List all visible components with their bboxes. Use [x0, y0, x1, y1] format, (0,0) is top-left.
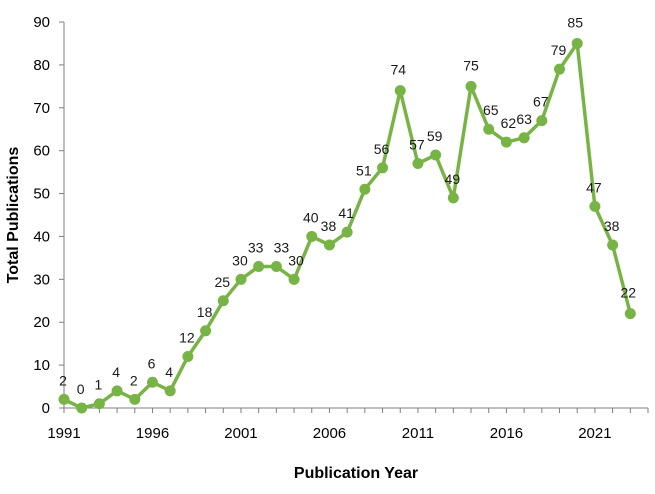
data-label: 59 [427, 128, 443, 144]
data-point [182, 351, 194, 363]
x-tick-label: 2016 [490, 425, 523, 442]
data-point [589, 200, 601, 212]
data-label: 56 [374, 141, 390, 157]
data-point [270, 260, 282, 272]
data-label: 18 [197, 304, 213, 320]
data-label: 4 [165, 364, 173, 380]
data-point [394, 85, 406, 97]
data-label: 12 [179, 330, 195, 346]
data-label: 41 [338, 205, 354, 221]
data-point [341, 226, 353, 238]
y-tick-label: 10 [33, 357, 50, 374]
data-label: 22 [621, 285, 637, 301]
data-label: 33 [248, 239, 264, 255]
data-point [518, 132, 530, 144]
data-label: 51 [356, 162, 372, 178]
data-label: 57 [409, 137, 425, 153]
data-point [253, 260, 265, 272]
data-label: 38 [321, 218, 337, 234]
data-point [412, 158, 424, 170]
data-point [536, 115, 548, 127]
data-point [288, 273, 300, 285]
y-tick-label: 30 [33, 271, 50, 288]
y-tick-label: 90 [33, 14, 50, 31]
y-tick-label: 60 [33, 143, 50, 160]
data-label: 30 [288, 252, 304, 268]
data-point [571, 37, 583, 49]
x-tick-label: 2021 [578, 425, 611, 442]
data-label: 2 [59, 372, 67, 388]
data-point [164, 385, 176, 397]
data-label: 33 [274, 239, 290, 255]
data-label: 67 [533, 94, 549, 110]
y-tick-label: 20 [33, 314, 50, 331]
data-label: 65 [483, 102, 499, 118]
axes [63, 22, 648, 409]
x-tick-label: 2006 [313, 425, 346, 442]
data-point [447, 192, 459, 204]
data-label: 75 [463, 57, 479, 73]
data-label: 62 [501, 115, 517, 131]
data-point [554, 63, 566, 75]
data-label: 63 [516, 111, 532, 127]
x-ticks: 1991 1996 2001 2006 2011 2016 2021 [47, 408, 649, 442]
data-point [129, 393, 141, 405]
data-point [359, 183, 371, 195]
y-tick-label: 0 [42, 400, 50, 417]
data-point [93, 398, 105, 410]
data-point [624, 308, 636, 320]
y-axis-title: Total Publications [5, 147, 22, 284]
data-label: 49 [445, 171, 461, 187]
data-label: 74 [390, 62, 406, 78]
data-point [235, 273, 247, 285]
data-label: 47 [586, 179, 602, 195]
data-point [306, 230, 318, 242]
x-tick-label: 2001 [224, 425, 257, 442]
data-label: 6 [148, 355, 156, 371]
data-point [217, 295, 229, 307]
data-label: 38 [604, 218, 620, 234]
data-point [500, 136, 512, 148]
data-point [58, 393, 70, 405]
y-tick-label: 80 [33, 57, 50, 74]
data-label: 1 [94, 377, 102, 393]
data-points [58, 37, 636, 414]
data-label: 85 [567, 14, 583, 30]
data-label: 25 [214, 274, 230, 290]
x-tick-label: 2011 [402, 425, 434, 442]
data-point [607, 239, 619, 251]
data-point [111, 385, 123, 397]
y-tick-label: 40 [33, 228, 50, 245]
data-label: 4 [112, 364, 120, 380]
data-label: 40 [303, 209, 319, 225]
data-label: 79 [551, 42, 567, 58]
x-axis-title: Publication Year [294, 465, 418, 482]
data-point [76, 402, 88, 414]
data-point [146, 376, 158, 388]
data-point [430, 149, 442, 161]
data-point [465, 80, 477, 92]
x-tick-label: 1996 [136, 425, 169, 442]
data-point [377, 162, 389, 174]
data-label: 0 [77, 381, 85, 397]
y-tick-label: 50 [33, 186, 50, 203]
data-label: 30 [232, 252, 248, 268]
data-point [323, 239, 335, 251]
x-tick-label: 1991 [47, 425, 80, 442]
data-point [200, 325, 212, 337]
y-ticks: 0 10 20 30 40 50 60 70 80 90 [33, 14, 64, 417]
data-label: 2 [130, 372, 138, 388]
y-tick-label: 70 [33, 100, 50, 117]
data-point [483, 123, 495, 135]
